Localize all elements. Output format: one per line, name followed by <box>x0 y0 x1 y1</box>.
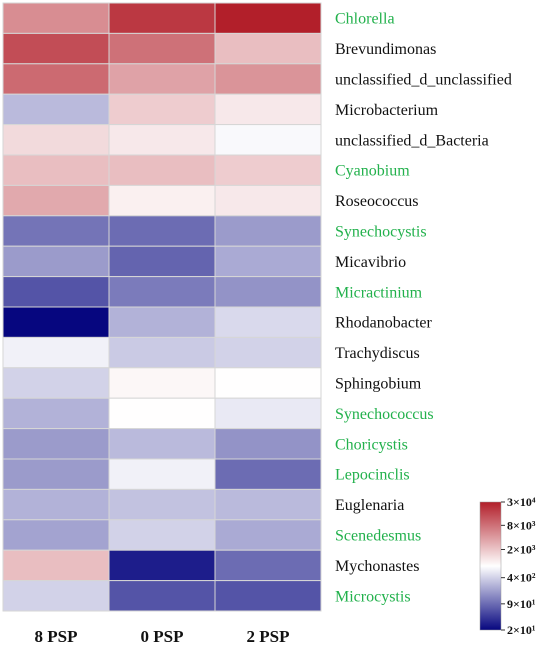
heatmap-cell <box>108 154 216 186</box>
heatmap-cell <box>108 93 216 126</box>
heatmap-cell <box>2 428 110 460</box>
heatmap-cell <box>108 428 216 460</box>
row-label: unclassified_d_unclassified <box>335 72 512 89</box>
row-label: Euglenaria <box>335 497 404 514</box>
row-label: Micavibrio <box>335 254 406 271</box>
row-label: Microbacterium <box>335 102 439 119</box>
column-label: 8 PSP <box>35 627 78 646</box>
heatmap-cell <box>214 519 322 551</box>
heatmap-cell <box>2 549 110 582</box>
heatmap-cell <box>214 2 322 34</box>
heatmap-cell <box>2 93 110 126</box>
heatmap-cell <box>214 397 322 430</box>
heatmap-cell <box>214 32 322 65</box>
heatmap-cell <box>2 367 110 399</box>
column-label: 2 PSP <box>247 627 290 646</box>
heatmap-cell <box>214 276 322 308</box>
row-label: unclassified_d_Bacteria <box>335 132 489 149</box>
heatmap-cell <box>2 2 110 34</box>
heatmap-cell <box>2 336 110 369</box>
heatmap-cell <box>108 519 216 551</box>
heatmap-cell <box>214 367 322 399</box>
legend-ticks: 3×10⁴ 8×10³ 2×10³ 4×10² 9×10¹ 2×10¹ <box>501 495 536 637</box>
row-label: Mychonastes <box>335 558 419 575</box>
row-label: Scenedesmus <box>335 528 421 545</box>
heatmap-cell <box>2 397 110 430</box>
heatmap-cell <box>214 63 322 95</box>
row-label: Trachydiscus <box>335 345 420 362</box>
heatmap-cell <box>2 276 110 308</box>
heatmap-cell <box>108 367 216 399</box>
heatmap-cell <box>2 245 110 278</box>
row-label: Brevundimonas <box>335 41 436 58</box>
heatmap-cell <box>108 32 216 65</box>
heatmap-cell <box>2 488 110 521</box>
row-label: Synechococcus <box>335 406 434 423</box>
heatmap-cell <box>108 580 216 612</box>
column-label: 0 PSP <box>141 627 184 646</box>
heatmap-cell <box>214 488 322 521</box>
row-label: Chlorella <box>335 11 395 28</box>
heatmap-cell <box>108 63 216 95</box>
heatmap-cell <box>214 549 322 582</box>
legend-tick-label: 8×10³ <box>507 518 536 532</box>
heatmap-cell <box>2 32 110 65</box>
row-label: Choricystis <box>335 436 408 453</box>
heatmap-cell <box>214 215 322 247</box>
heatmap-cell <box>2 154 110 186</box>
row-label: Microcystis <box>335 588 411 605</box>
heatmap-cell <box>2 184 110 217</box>
heatmap-cell <box>108 549 216 582</box>
row-label: Synechocystis <box>335 224 427 241</box>
heatmap-cell <box>2 580 110 612</box>
heatmap-cell <box>2 63 110 95</box>
heatmap-cell <box>214 428 322 460</box>
heatmap-cell <box>214 154 322 186</box>
column-labels: 8 PSP 0 PSP 2 PSP <box>35 627 290 646</box>
heatmap-cell <box>2 124 110 156</box>
heatmap-cell <box>108 276 216 308</box>
legend-tick-label: 2×10³ <box>507 542 536 556</box>
row-label: Sphingobium <box>335 376 422 393</box>
heatmap-cells <box>2 2 322 612</box>
heatmap-cell <box>214 93 322 126</box>
color-legend: 3×10⁴ 8×10³ 2×10³ 4×10² 9×10¹ 2×10¹ <box>479 495 536 637</box>
row-label: Roseococcus <box>335 193 419 210</box>
row-label: Cyanobium <box>335 163 410 180</box>
heatmap-cell <box>108 215 216 247</box>
row-label: Rhodanobacter <box>335 315 433 332</box>
heatmap-cell <box>108 184 216 217</box>
heatmap-cell <box>2 306 110 338</box>
row-labels: Chlorella Brevundimonas unclassified_d_unc… <box>335 11 512 606</box>
heatmap-cell <box>108 336 216 369</box>
heatmap-cell <box>214 184 322 217</box>
heatmap-cell <box>214 245 322 278</box>
heatmap-cell <box>214 336 322 369</box>
heatmap-cell <box>108 397 216 430</box>
legend-tick-label: 4×10² <box>507 571 536 585</box>
legend-tick-label: 9×10¹ <box>507 597 536 611</box>
heatmap-cell <box>108 2 216 34</box>
heatmap-cell <box>108 124 216 156</box>
heatmap-cell <box>108 458 216 490</box>
heatmap-cell <box>2 458 110 490</box>
heatmap-cell <box>214 580 322 612</box>
heatmap-cell <box>108 245 216 278</box>
heatmap-cell <box>108 488 216 521</box>
legend-tick-label: 3×10⁴ <box>507 495 536 509</box>
heatmap-cell <box>2 215 110 247</box>
heatmap-cell <box>214 458 322 490</box>
heatmap-cell <box>214 124 322 156</box>
heatmap-cell <box>214 306 322 338</box>
row-label: Lepocinclis <box>335 467 410 484</box>
legend-tick-label: 2×10¹ <box>507 623 536 637</box>
heatmap-cell <box>2 519 110 551</box>
heatmap-cell <box>108 306 216 338</box>
row-label: Micractinium <box>335 284 423 301</box>
legend-color-bar <box>479 501 502 631</box>
